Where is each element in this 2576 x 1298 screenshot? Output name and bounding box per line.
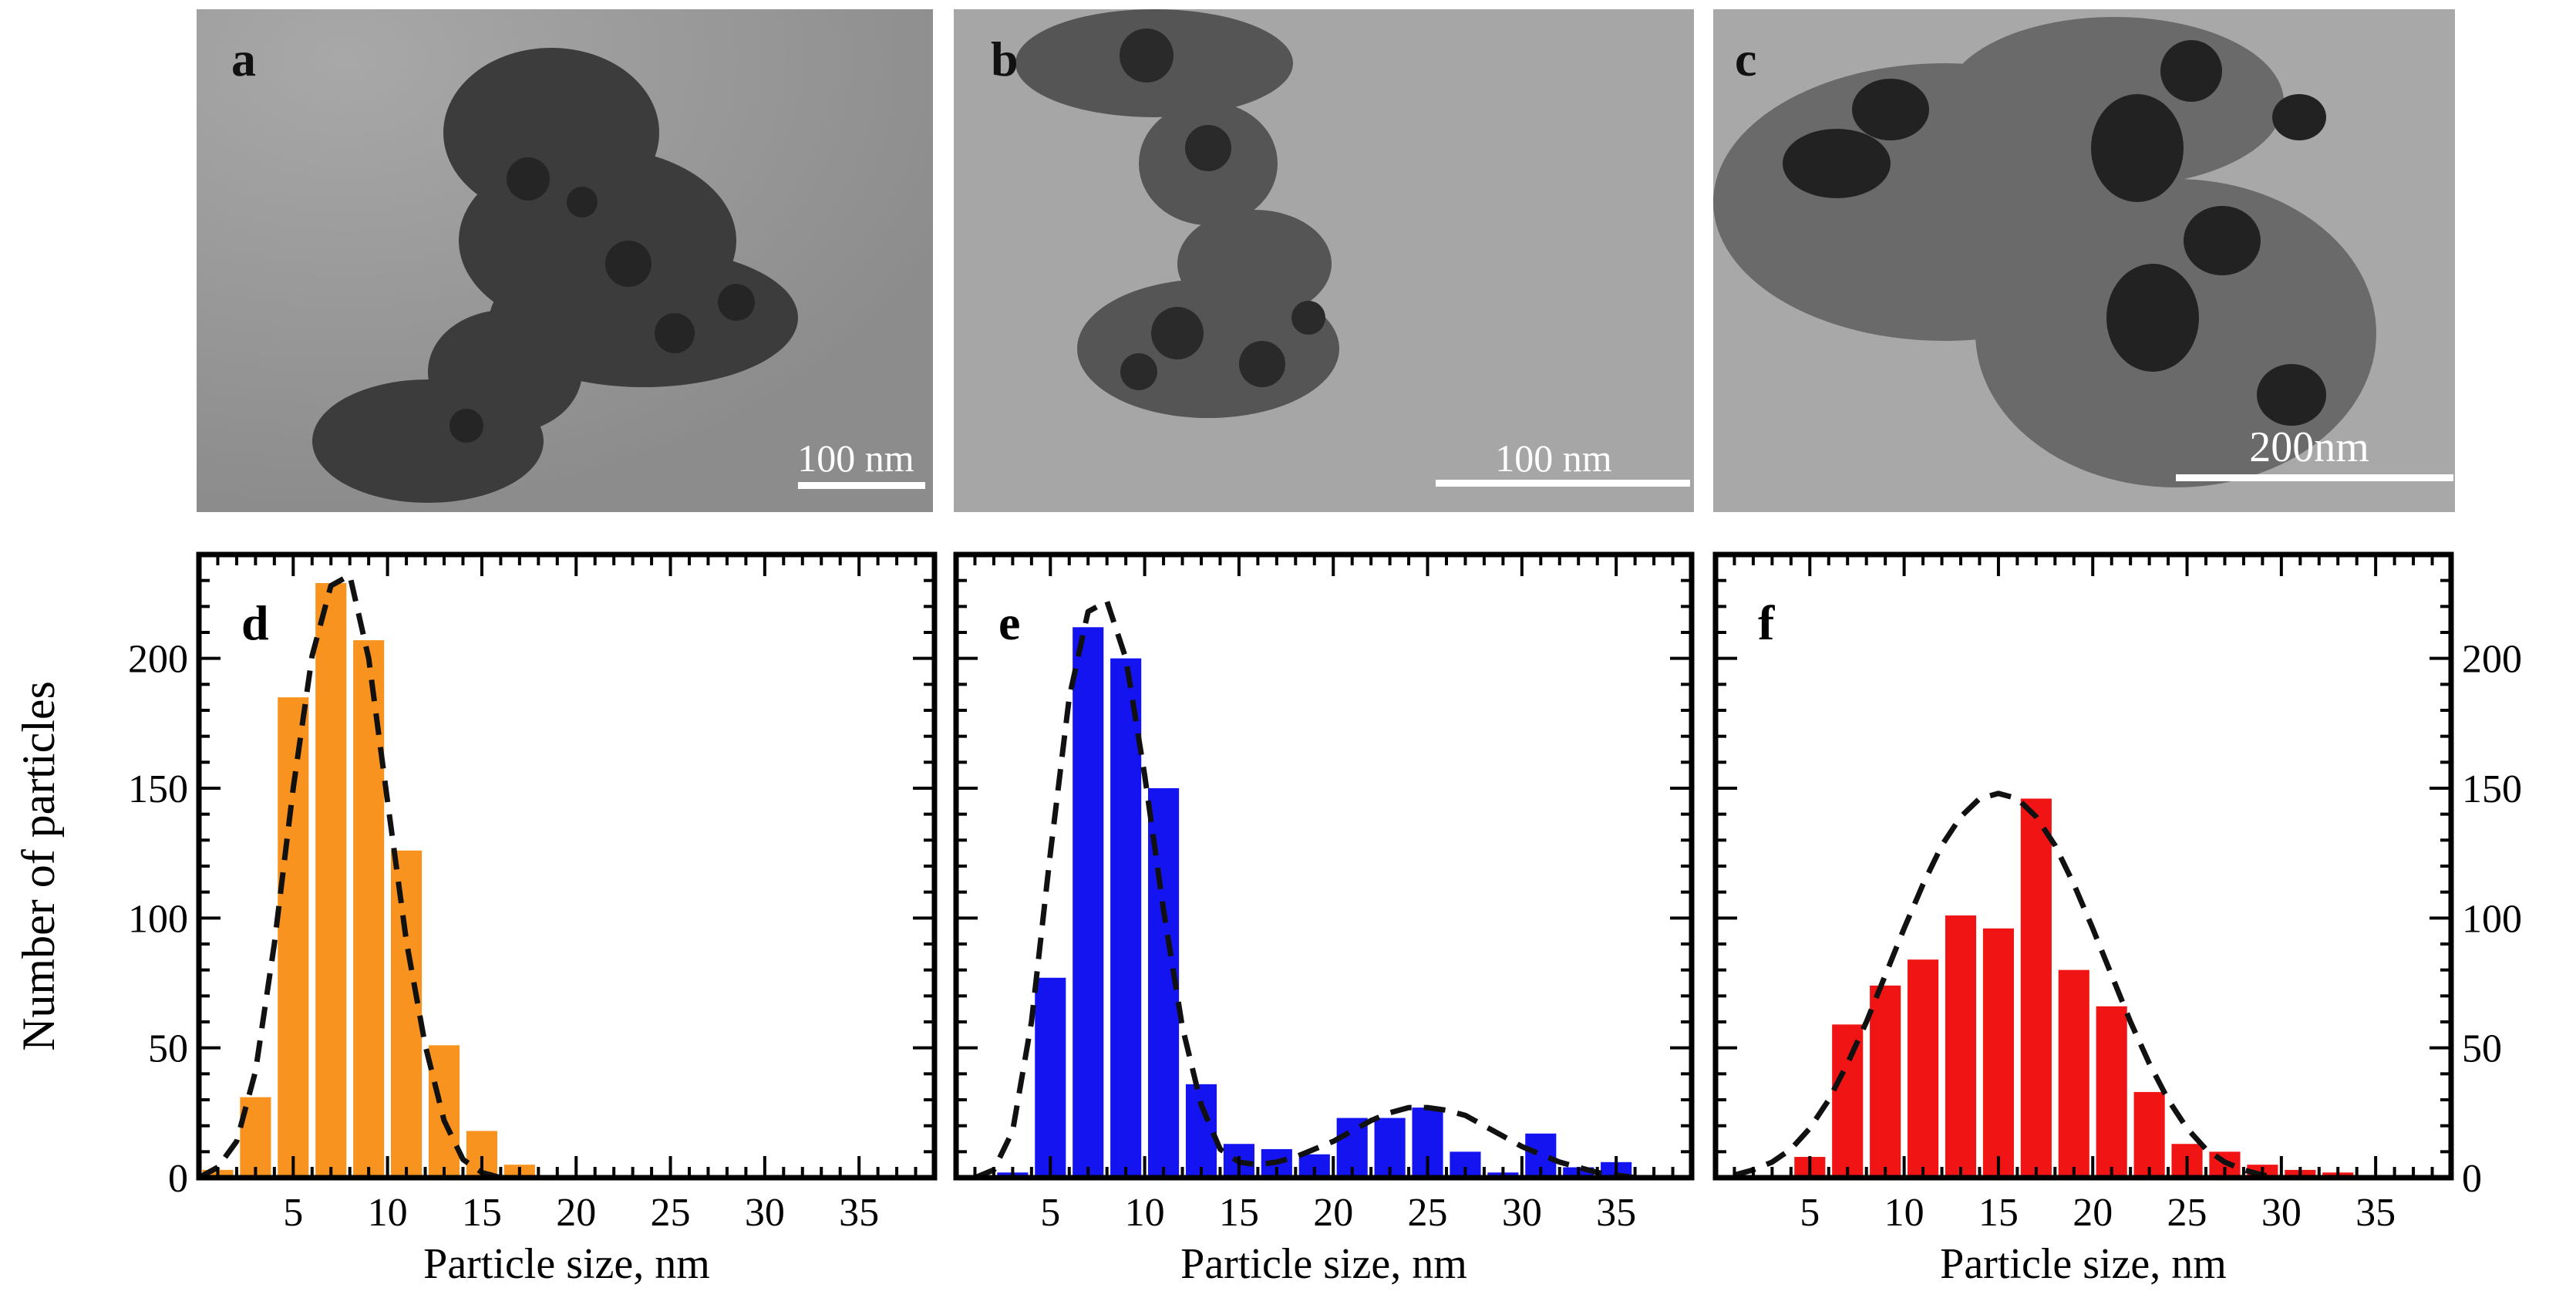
x-tick-label-f-25: 25 <box>2167 1191 2207 1235</box>
x-tick-label-e-5: 5 <box>1040 1191 1060 1235</box>
y-tick-label-f-200: 200 <box>2462 638 2522 682</box>
bar-e-2 <box>1072 627 1104 1178</box>
plot-frame-d <box>196 551 938 1181</box>
plot-frame-e <box>953 551 1695 1181</box>
scale-label-b: 100 nm <box>1495 437 1612 480</box>
y-tick-label-d-100: 100 <box>128 897 188 941</box>
x-tick-label-d-20: 20 <box>556 1191 596 1235</box>
x-tick-label-e-10: 10 <box>1125 1191 1165 1235</box>
scale-label-c: 200nm <box>2249 423 2369 471</box>
scale-bar-c <box>2176 474 2453 481</box>
bar-e-1 <box>1035 977 1066 1178</box>
chart-panel-e: 5 10 15 20 25 30 35 Particle size, nm e <box>953 551 1695 1288</box>
bar-e-5 <box>1185 1084 1217 1178</box>
panel-letter-e: e <box>998 595 1020 650</box>
tem-image-a <box>197 9 933 512</box>
bar-f-2 <box>1870 985 1901 1178</box>
fit-curve-e <box>974 598 1673 1181</box>
x-tick-label-f-35: 35 <box>2355 1191 2396 1235</box>
bar-d-6 <box>428 1045 460 1178</box>
x-tick-label-d-15: 15 <box>462 1191 502 1235</box>
x-tick-label-f-20: 20 <box>2073 1191 2113 1235</box>
x-tick-label-e-15: 15 <box>1219 1191 1259 1235</box>
panel-letter-c: c <box>1735 32 1757 86</box>
plot-frame-f <box>1712 551 2454 1181</box>
x-tick-label-d-30: 30 <box>745 1191 785 1235</box>
y-tick-label-f-0: 0 <box>2462 1157 2482 1201</box>
y-tick-label-f-100: 100 <box>2462 897 2522 941</box>
x-tick-label-f-30: 30 <box>2261 1191 2302 1235</box>
y-axis-label: Number of particles <box>13 681 64 1051</box>
x-tick-label-f-15: 15 <box>1978 1191 2019 1235</box>
bar-f-9 <box>2133 1091 2165 1178</box>
x-tick-label-e-30: 30 <box>1502 1191 1542 1235</box>
bar-d-5 <box>391 850 423 1178</box>
bar-f-5 <box>1982 928 2014 1178</box>
y-tick-label-d-0: 0 <box>168 1157 188 1201</box>
y-tick-label-d-50: 50 <box>148 1027 188 1071</box>
bar-f-8 <box>2096 1006 2127 1178</box>
y-tick-label-f-50: 50 <box>2462 1027 2502 1071</box>
y-tick-label-f-150: 150 <box>2462 767 2522 811</box>
x-tick-label-e-25: 25 <box>1408 1191 1448 1235</box>
bar-f-7 <box>2058 969 2089 1178</box>
bar-f-4 <box>1945 915 1977 1178</box>
tem-image-b <box>954 9 1694 512</box>
panel-letter-a: a <box>231 32 256 86</box>
x-tick-label-d-10: 10 <box>368 1191 408 1235</box>
x-tick-label-f-10: 10 <box>1884 1191 1924 1235</box>
chart-panel-f: 5 10 15 20 25 30 35 0 50 100 150 200 Particle size, … <box>1712 551 2522 1288</box>
panel-letter-b: b <box>991 32 1019 86</box>
x-tick-label-e-35: 35 <box>1596 1191 1636 1235</box>
bar-f-1 <box>1832 1024 1864 1178</box>
y-tick-label-d-150: 150 <box>128 767 188 811</box>
tem-image-c <box>1713 9 2455 512</box>
x-axis-label-f: Particle size, nm <box>1940 1240 2227 1288</box>
y-tick-label-d-200: 200 <box>128 638 188 682</box>
bar-f-3 <box>1908 959 1939 1178</box>
x-tick-label-d-35: 35 <box>839 1191 879 1235</box>
x-axis-label-d: Particle size, nm <box>423 1240 710 1288</box>
scale-bar-a <box>798 482 925 489</box>
x-tick-label-f-5: 5 <box>1800 1191 1820 1235</box>
bar-e-3 <box>1110 658 1142 1178</box>
x-tick-label-e-20: 20 <box>1313 1191 1353 1235</box>
fit-curve-f <box>1733 791 2339 1181</box>
bar-d-2 <box>278 697 309 1178</box>
panel-letter-d: d <box>241 595 269 650</box>
x-tick-label-d-5: 5 <box>283 1191 303 1235</box>
scale-bar-b <box>1436 480 1690 487</box>
panel-letter-f: f <box>1758 595 1775 650</box>
chart-panel-d: 5 10 15 20 25 30 35 0 50 100 150 200 Particle size, … <box>128 551 938 1288</box>
scale-label-a: 100 nm <box>797 437 914 480</box>
x-axis-label-e: Particle size, nm <box>1180 1240 1467 1288</box>
bar-f-6 <box>2020 798 2052 1178</box>
bar-d-3 <box>315 583 347 1178</box>
x-tick-label-d-25: 25 <box>651 1191 691 1235</box>
